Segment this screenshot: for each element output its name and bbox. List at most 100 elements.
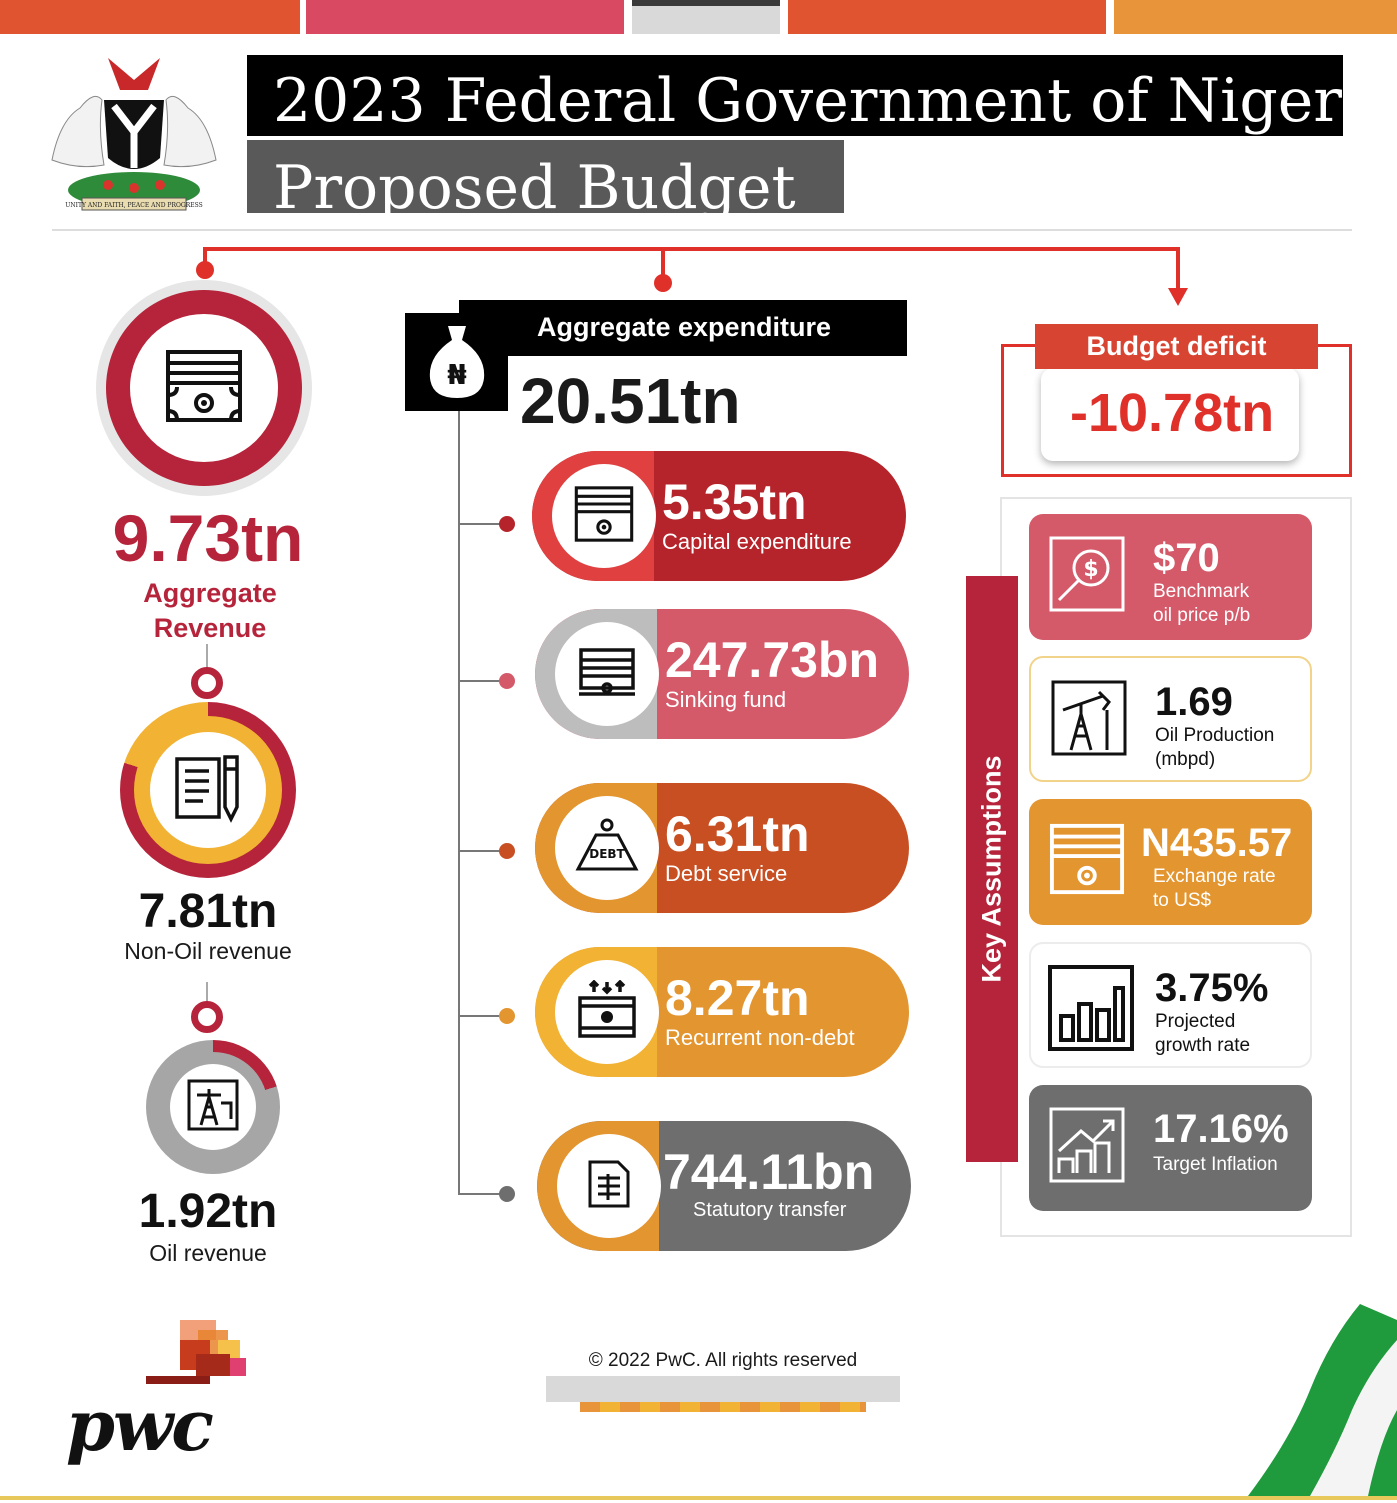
- connector-line: [1176, 247, 1180, 291]
- tree-dot: [499, 1186, 515, 1202]
- document-pen-icon: [173, 753, 243, 828]
- assumption-value: 1.69: [1155, 680, 1233, 724]
- assumption-value: $70: [1153, 536, 1220, 580]
- tree-line: [458, 1193, 506, 1195]
- bar-chart-icon: [1047, 964, 1135, 1052]
- connector-dot: [654, 274, 672, 292]
- oil-revenue-ring: [146, 1040, 280, 1174]
- expenditure-label: Capital expenditure: [662, 529, 852, 554]
- aggregate-revenue-label: Aggregate Revenue: [143, 578, 277, 643]
- cash-icon: [574, 485, 634, 548]
- divider: [52, 229, 1352, 231]
- pwc-logo-mark: [146, 1318, 248, 1386]
- page-subtitle: Proposed Budget: [247, 140, 844, 213]
- assumption-card: $ $70 Benchmark oil price p/b: [1029, 514, 1312, 640]
- expenditure-value: 6.31tn: [665, 806, 810, 862]
- aggregate-revenue-value: 9.73tn: [112, 501, 304, 575]
- expenditure-header-label: Aggregate expenditure: [537, 312, 832, 342]
- connector-line: [203, 247, 207, 271]
- deficit-value-box: [1041, 368, 1299, 461]
- assumption-card: N435.57 Exchange rate to US$: [1029, 799, 1312, 925]
- tree-line: [458, 1015, 506, 1017]
- assumption-label: Benchmark oil price p/b: [1153, 581, 1251, 626]
- cash-stack-icon: [577, 646, 637, 703]
- connector-line: [204, 247, 1179, 251]
- pwc-logo: pwc: [66, 1384, 214, 1467]
- assumption-value: 3.75%: [1155, 966, 1269, 1010]
- tree-line: [458, 850, 506, 852]
- assumption-label: Oil Production (mbpd): [1155, 725, 1275, 770]
- expenditure-item: 744.11bn Statutory transfer: [537, 1121, 911, 1251]
- oil-revenue-label: Oil revenue: [149, 1240, 267, 1266]
- connector-dot: [191, 1001, 223, 1033]
- expenditure-item: 8.27tn Recurrent non-debt: [535, 947, 909, 1077]
- nigeria-flag-icon: [1240, 1300, 1397, 1500]
- top-band: [0, 0, 300, 34]
- expenditure-value: 744.11bn: [663, 1144, 875, 1200]
- top-band: [1114, 0, 1397, 34]
- oil-revenue-value: 1.92tn: [138, 1185, 278, 1238]
- top-band: [632, 0, 780, 34]
- expenditure-value: 5.35tn: [662, 474, 807, 530]
- expenditure-item: 247.73bn Sinking fund: [535, 609, 909, 739]
- svg-text:₦: ₦: [447, 358, 466, 391]
- expenditure-header: Aggregate expenditure: [459, 300, 907, 356]
- connector-dot: [191, 667, 223, 699]
- top-band: [306, 0, 624, 34]
- non-oil-revenue-label: Non-Oil revenue: [124, 938, 292, 964]
- expenditure-label: Debt service: [665, 861, 788, 886]
- expenditure-total: 20.51tn: [520, 365, 741, 437]
- cash-icon: [165, 349, 243, 428]
- assumption-card: 17.16% Target Inflation: [1029, 1085, 1312, 1211]
- expenditure-label: Sinking fund: [665, 687, 787, 712]
- non-oil-revenue-value: 7.81tn: [138, 885, 278, 938]
- cash-flow-icon: [576, 979, 638, 1045]
- growth-arrow-icon: [1049, 1107, 1125, 1183]
- document-list-icon: [584, 1158, 634, 1215]
- tree-dot: [499, 673, 515, 689]
- bottom-rule: [0, 1496, 1397, 1500]
- naira-bag-icon: ₦: [405, 313, 508, 411]
- tree-line: [458, 680, 506, 682]
- cash-icon: [1049, 821, 1125, 897]
- dollar-search-icon: $: [1049, 536, 1125, 612]
- oil-rig-icon: [187, 1079, 239, 1136]
- footer-bar-accent: [580, 1402, 866, 1412]
- debt-weight-icon: DEBT: [574, 817, 640, 880]
- tree-dot: [499, 1008, 515, 1024]
- expenditure-value: 247.73bn: [665, 632, 880, 688]
- assumptions-label-bar: Key Assumptions: [966, 576, 1018, 1162]
- page-title: 2023 Federal Government of Nigeria: [247, 55, 1343, 136]
- connector-line: [206, 982, 208, 1004]
- assumption-label: Target Inflation: [1153, 1154, 1278, 1175]
- svg-text:$: $: [1083, 557, 1098, 582]
- expenditure-value: 8.27tn: [665, 970, 810, 1026]
- assumption-value: N435.57: [1141, 821, 1293, 865]
- non-oil-revenue-ring: [120, 702, 296, 878]
- assumption-card: 3.75% Projected growth rate: [1029, 942, 1312, 1068]
- tree-line: [458, 523, 506, 525]
- expenditure-item: 5.35tn Capital expenditure: [532, 451, 906, 581]
- expenditure-item: DEBT 6.31tn Debt service: [535, 783, 909, 913]
- assumption-value: 17.16%: [1153, 1107, 1289, 1151]
- deficit-label: Budget deficit: [1035, 324, 1318, 369]
- assumptions-label: Key Assumptions: [976, 755, 1007, 983]
- tree-line: [458, 411, 460, 1195]
- expenditure-label: Recurrent non-debt: [665, 1025, 855, 1050]
- tree-dot: [499, 516, 515, 532]
- oil-pump-icon: [1051, 680, 1127, 756]
- crest-motto: UNITY AND FAITH, PEACE AND PROGRESS: [65, 202, 202, 209]
- assumption-card: 1.69 Oil Production (mbpd): [1029, 656, 1312, 782]
- expenditure-label: Statutory transfer: [693, 1199, 847, 1221]
- coat-of-arms-icon: UNITY AND FAITH, PEACE AND PROGRESS: [38, 50, 230, 215]
- deficit-value: -10.78tn: [1070, 383, 1275, 443]
- connector-line: [206, 644, 208, 670]
- assumption-label: Projected growth rate: [1155, 1011, 1251, 1056]
- connector-dot: [196, 261, 214, 279]
- connector-line: [661, 247, 665, 277]
- footer-bar: [546, 1376, 900, 1402]
- arrow-down-icon: [1168, 288, 1188, 306]
- assumption-label: Exchange rate to US$: [1153, 866, 1276, 911]
- copyright-text: © 2022 PwC. All rights reserved: [588, 1350, 858, 1371]
- debt-icon-text: DEBT: [589, 847, 625, 861]
